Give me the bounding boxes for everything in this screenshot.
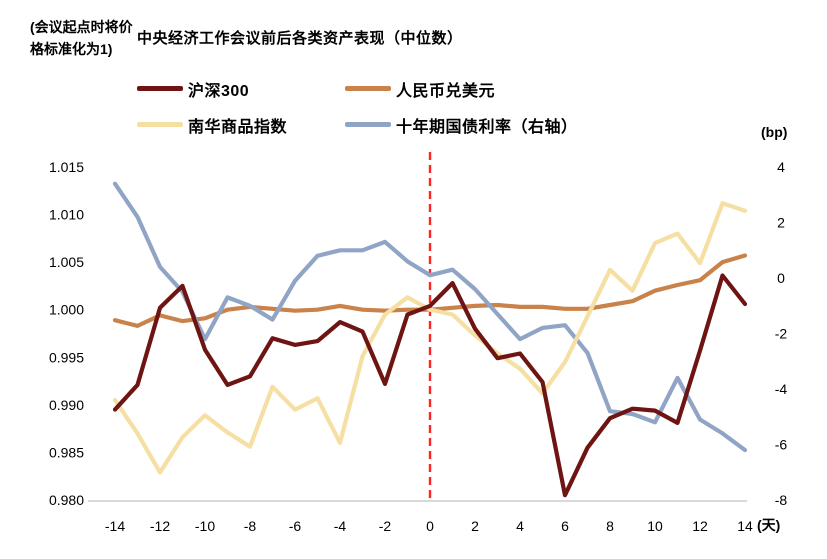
left-axis-tick-label: 1.010: [49, 207, 84, 223]
x-axis-tick-label: 0: [426, 518, 434, 534]
right-axis-tick-label: 2: [777, 215, 785, 231]
x-axis-tick-label: 10: [647, 518, 663, 534]
left-axis-tick-label: 1.000: [49, 302, 84, 318]
legend-label-nanhua: 南华商品指数: [188, 119, 288, 136]
right-axis-tick-label: -6: [775, 437, 788, 453]
left-axis-tick-label: 0.980: [49, 492, 84, 508]
x-axis-tick-label: 6: [561, 518, 569, 534]
left-axis-tick-label: 0.990: [49, 397, 84, 413]
right-axis-tick-label: 0: [777, 270, 785, 286]
legend-swatch-hs300: [137, 86, 183, 91]
right-axis-tick-label: 4: [777, 159, 785, 175]
left-axis-tick-label: 1.005: [49, 254, 84, 270]
legend-label-cny-usd: 人民币兑美元: [396, 83, 496, 100]
right-axis-tick-label: -2: [775, 326, 788, 342]
left-axis-tick-label: 0.985: [49, 444, 84, 460]
right-axis-tick-label: -4: [775, 381, 788, 397]
right-axis-tick-label: -8: [775, 492, 788, 508]
x-axis-tick-label: -2: [379, 518, 392, 534]
x-axis-unit-label: (天): [757, 517, 781, 533]
chart-title: 中央经济工作会议前后各类资产表现（中位数）: [137, 30, 463, 47]
left-axis-tick-label: 0.995: [49, 349, 84, 365]
x-axis-tick-label: -10: [195, 518, 215, 534]
series-line-cgb10y: [112, 181, 748, 453]
x-axis-tick-label: -6: [289, 518, 302, 534]
legend-label-hs300: 沪深300: [188, 83, 250, 100]
x-axis-tick-label: -8: [244, 518, 257, 534]
series-line-hs300: [112, 273, 748, 498]
right-axis-unit-label: (bp): [761, 124, 788, 140]
series-line-nanhua: [112, 201, 748, 475]
legend-swatch-nanhua: [137, 122, 183, 127]
x-axis-tick-label: -12: [150, 518, 170, 534]
x-axis-tick-label: 12: [692, 518, 708, 534]
legend-label-cgb10y: 十年期国债利率（右轴）: [396, 119, 578, 136]
chart-legend: 沪深300 人民币兑美元南华商品指数 十年期国债利率（右轴）: [0, 0, 827, 150]
x-axis-tick-label: 4: [516, 518, 524, 534]
legend-swatch-cny-usd: [345, 86, 391, 91]
normalization-note: (会议起点时将价 格标准化为1): [30, 19, 133, 57]
x-axis-tick-label: 2: [471, 518, 479, 534]
x-axis-tick-label: -14: [105, 518, 125, 534]
x-axis-tick-label: 8: [606, 518, 614, 534]
legend-swatch-cgb10y: [345, 122, 391, 127]
left-axis-tick-label: 1.015: [49, 159, 84, 175]
x-axis-tick-label: 14: [737, 518, 753, 534]
x-axis-tick-label: -4: [334, 518, 347, 534]
